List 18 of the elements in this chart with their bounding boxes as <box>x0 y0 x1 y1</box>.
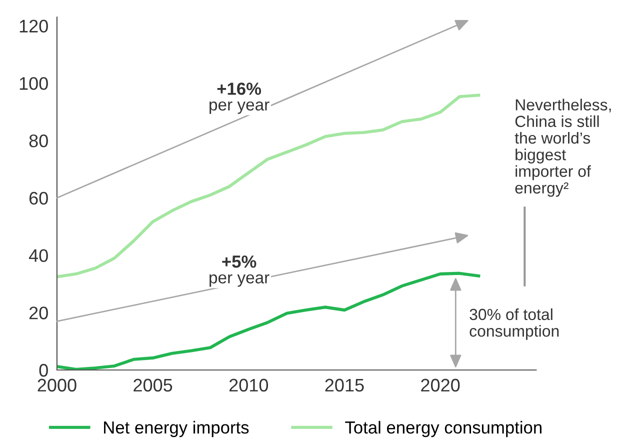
y-tick-label: 80 <box>29 134 48 148</box>
legend-label: Total energy consumption <box>345 420 542 438</box>
y-tick-label: 0 <box>39 364 48 377</box>
x-tick-label: 2015 <box>325 378 364 392</box>
annotation: +5% per year <box>210 256 270 287</box>
annotation: +16% per year <box>210 82 270 114</box>
y-tick-label: 100 <box>20 77 48 90</box>
x-tick-label: 2010 <box>229 378 268 392</box>
y-tick-label: 60 <box>29 192 48 205</box>
legend-label: Net energy imports <box>104 420 249 438</box>
x-tick-label: 2005 <box>134 378 172 392</box>
x-tick-label: 2020 <box>421 378 460 392</box>
annotation: Nevertheless, China is still the world’s biggest importer of energy² <box>514 98 611 197</box>
y-tick-label: 40 <box>28 249 48 262</box>
y-tick-label: 20 <box>29 306 48 320</box>
annotation: 30% of total consumption <box>470 308 559 340</box>
x-tick-label: 2000 <box>38 378 76 392</box>
y-tick-label: 120 <box>20 20 48 33</box>
